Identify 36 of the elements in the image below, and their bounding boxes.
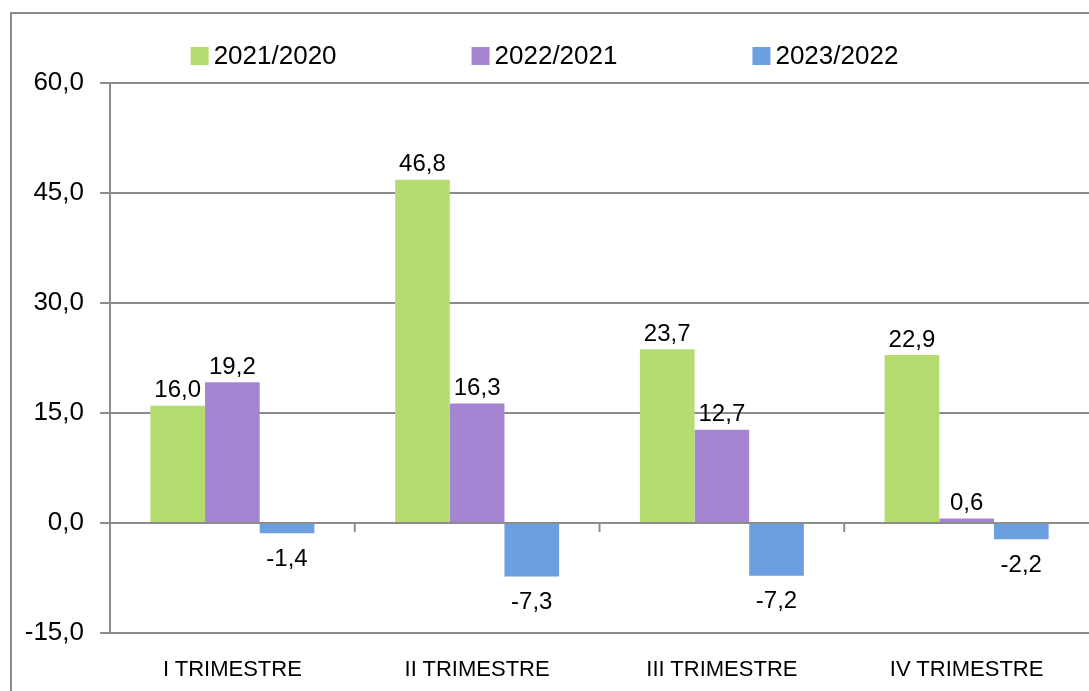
data-label: 46,8 [399,149,446,177]
bar [504,524,560,577]
data-label: -1,4 [266,543,308,571]
data-label: 0,6 [949,488,984,516]
y-tick-label: -15,0 [24,616,84,647]
data-label: 22,9 [888,324,936,352]
legend-label: 2021/2020 [213,40,337,71]
bar [749,524,804,576]
bar [449,403,505,522]
data-label: 16,0 [154,375,202,403]
y-tick-label: 15,0 [33,396,84,427]
data-label: 12,7 [698,399,746,427]
bar [694,429,750,522]
data-label: 19,2 [209,351,256,379]
bar [639,349,695,522]
bar [205,382,260,522]
x-tick-label: III TRIMESTRE [646,656,798,682]
data-label: 23,7 [643,318,691,346]
bar [395,179,450,522]
x-tick-label: I TRIMESTRE [162,656,302,682]
x-tick-label: II TRIMESTRE [404,656,550,682]
bar [884,355,940,522]
y-tick-label: 0,0 [47,506,84,537]
bar [259,524,315,534]
legend-label: 2022/2021 [494,40,618,71]
y-tick-label: 45,0 [33,176,84,207]
x-tick-label: IV TRIMESTRE [889,656,1044,682]
data-label: 16,3 [453,373,501,401]
data-label: -7,2 [755,586,798,614]
bar [993,524,1049,540]
y-tick-label: 60,0 [33,66,84,97]
data-label: -7,3 [511,587,553,615]
data-label: -2,2 [1000,549,1042,577]
legend-label: 2023/2022 [775,40,899,71]
y-tick-label: 30,0 [33,286,84,317]
bar [150,405,206,522]
